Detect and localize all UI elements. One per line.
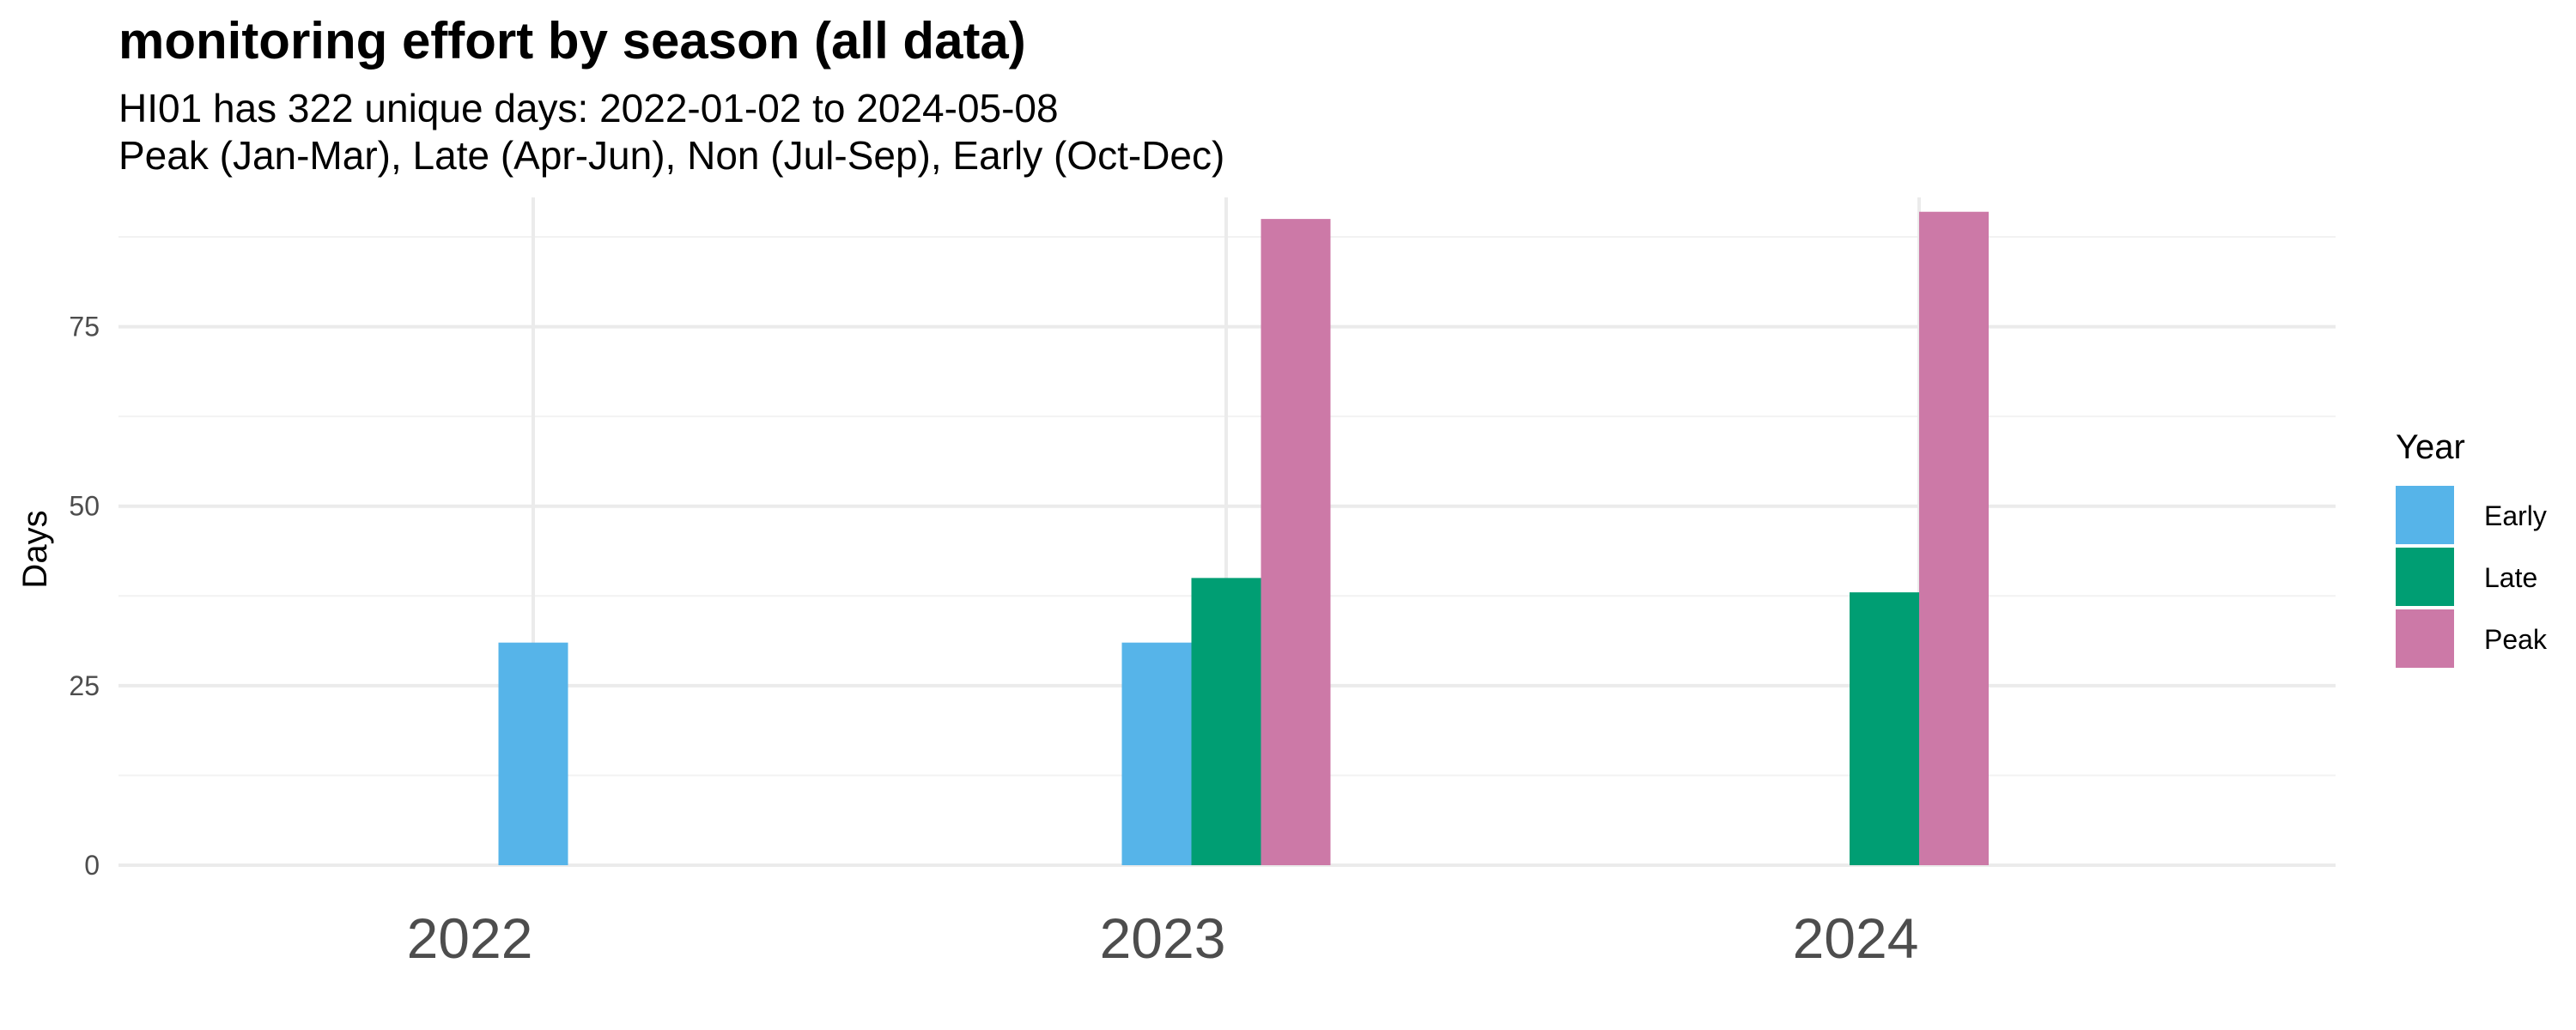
y-tick-label: 25 xyxy=(69,670,100,701)
bar-early-2023 xyxy=(1121,642,1192,865)
legend-key-early xyxy=(2396,486,2454,544)
chart-title: monitoring effort by season (all data) xyxy=(118,12,1026,70)
bar-peak-2023 xyxy=(1261,219,1331,865)
legend: Year Early Late Peak xyxy=(2396,428,2548,668)
legend-key-peak xyxy=(2396,609,2454,668)
bar-late-2024 xyxy=(1850,592,1919,865)
bars xyxy=(498,211,1989,865)
y-tick-label: 0 xyxy=(84,850,100,881)
bar-early-2022 xyxy=(498,642,568,865)
y-tick-label: 50 xyxy=(69,491,100,522)
chart-subtitle-line-2: Peak (Jan-Mar), Late (Apr-Jun), Non (Jul… xyxy=(118,133,1224,178)
y-tick-label: 75 xyxy=(69,312,100,342)
bar-late-2023 xyxy=(1191,578,1261,865)
legend-label-early: Early xyxy=(2484,500,2547,531)
legend-title: Year xyxy=(2396,428,2465,466)
x-tick-label: 2022 xyxy=(407,906,533,970)
y-axis-ticks: 0 25 50 75 xyxy=(69,312,100,881)
y-axis-label: Days xyxy=(16,510,54,588)
legend-label-late: Late xyxy=(2484,562,2537,593)
bar-peak-2024 xyxy=(1919,211,1989,865)
x-tick-label: 2023 xyxy=(1100,906,1226,970)
x-axis-ticks: 2022 2023 2024 xyxy=(407,906,1919,970)
chart-subtitle-line-1: HI01 has 322 unique days: 2022-01-02 to … xyxy=(118,86,1059,130)
legend-key-late xyxy=(2396,548,2454,606)
legend-label-peak: Peak xyxy=(2484,624,2548,655)
x-tick-label: 2024 xyxy=(1793,906,1919,970)
